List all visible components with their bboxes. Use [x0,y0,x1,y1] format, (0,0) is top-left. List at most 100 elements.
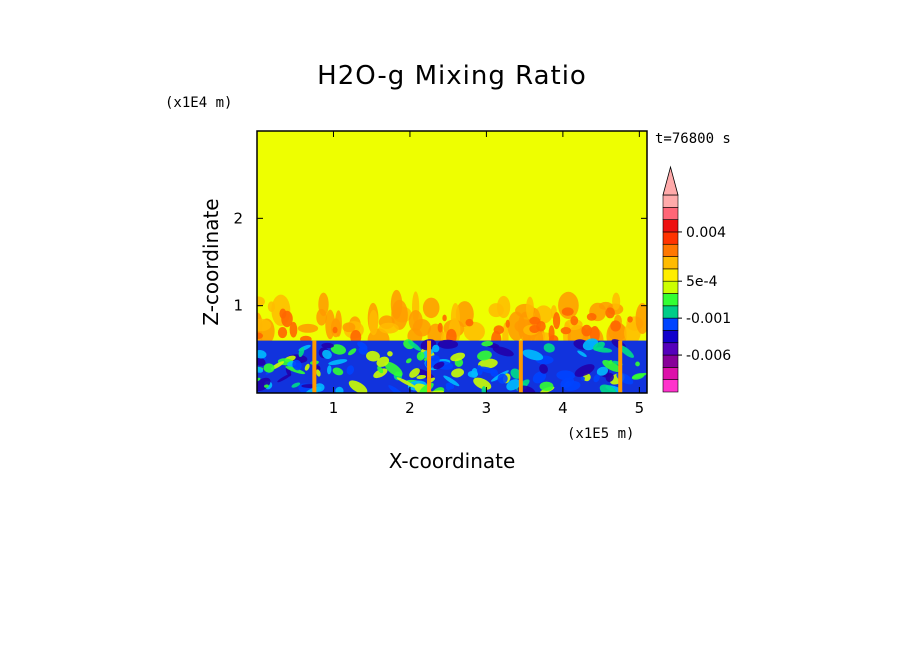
plume-cell [297,323,319,333]
plume-core [581,324,592,337]
turbulent-eddy [478,358,498,369]
y-axis: 12 [233,209,647,315]
turbulent-eddy [298,347,305,358]
plume-core [552,312,561,330]
plume-core [257,332,264,340]
plume-cell [507,311,526,341]
turbulent-eddy [327,365,332,375]
turbulent-eddy [347,348,357,356]
x-axis-label: X-coordinate [389,449,516,473]
colorbar-segment [662,305,679,319]
plume-core [289,321,298,338]
plume-cell [408,310,423,332]
turbulent-eddy [497,373,508,384]
turbulent-eddy [510,368,522,379]
colorbar-segment [662,219,679,233]
turbulent-eddy [445,382,455,390]
plume-cell [488,303,504,318]
turbulent-eddy [543,343,555,353]
plume-cell [624,321,641,344]
turbulent-eddy [593,347,613,353]
turbulent-eddy [618,345,634,358]
plume-core [610,320,621,332]
plume-cell [526,296,534,320]
colorbar-segment [662,268,679,282]
plume-cell [318,292,329,317]
turbulent-eddy [492,346,514,357]
turbulent-eddy [631,373,645,380]
turbulent-eddy [506,379,521,391]
plume-core [277,327,288,339]
turbulent-eddy [490,369,498,377]
turbulent-eddy [366,350,380,362]
turbulent-eddy [396,377,416,388]
plume-core [505,319,510,328]
colorbar-segment [662,194,679,208]
colorbar-label: -0.006 [686,348,731,364]
turbulent-eddy [263,384,269,388]
turbulent-eddy [522,349,544,361]
turbulent-eddy [376,356,390,367]
turbulent-eddy [577,350,587,358]
turbulent-eddy [477,350,492,361]
y-units-label: (x1E4 m) [165,95,232,111]
colorbar-label: 0.004 [686,225,726,241]
turbulent-eddy [602,360,621,373]
turbulent-eddy [328,359,348,366]
plume-core [529,316,541,325]
colorbar-segment [662,354,679,368]
turbulent-eddy [593,374,600,383]
turbulent-eddy [574,364,595,377]
x-axis: 1 2 3 4 5 [329,131,644,417]
y-tick-label: 1 [233,297,243,315]
turbulent-eddy [471,367,478,378]
turbulent-eddy [539,364,548,374]
x-tick-label: 5 [635,399,645,417]
turbulent-eddy [408,340,422,351]
plume-core [465,318,474,327]
updraft-column [618,340,623,393]
plume-core [442,314,447,322]
turbulent-eddy [384,361,403,377]
turbulent-eddy [451,368,465,378]
turbulent-eddy [373,368,388,379]
colorbar: -0.006 -0.001 5e-4 0.004 [662,165,731,393]
turbulent-eddy [605,373,614,382]
turbulent-eddy [321,342,334,349]
turbulent-eddy [560,377,575,389]
plume-cell [635,303,647,334]
turbulent-eddy [635,361,640,367]
turbulent-eddy [285,366,306,375]
colorbar-segment [662,330,679,344]
plume-cell [422,297,440,319]
turbulent-eddy [330,344,347,355]
y-axis-label: Z-coordinate [199,198,223,325]
turbulent-eddy [322,349,332,359]
plume-cell [325,309,335,340]
turbulent-eddy [388,385,406,393]
plume-cell [463,321,485,342]
turbulent-eddy [291,382,301,388]
turbulent-eddy [443,375,460,387]
turbulent-eddy [476,365,483,376]
turbulent-eddy [599,384,617,393]
colorbar-segment [662,342,679,356]
updraft-column [518,340,523,393]
plume-cell [257,318,272,332]
boundary-layer [257,338,647,393]
plume-core [586,312,597,321]
plume-core [529,324,540,334]
turbulent-eddy [315,369,321,377]
x-tick-label: 4 [558,399,568,417]
plume-core [605,307,615,319]
turbulent-eddy [277,373,292,383]
colorbar-segment [662,256,679,270]
time-label: t=76800 s [655,131,731,147]
colorbar-label: 5e-4 [686,274,718,290]
turbulent-eddy [437,339,459,349]
colorbar-segment [662,207,679,220]
colorbar-extension-arrow [662,165,679,196]
colorbar-segment [662,293,679,307]
turbulent-eddy [473,377,492,390]
updraft-column [427,340,432,393]
